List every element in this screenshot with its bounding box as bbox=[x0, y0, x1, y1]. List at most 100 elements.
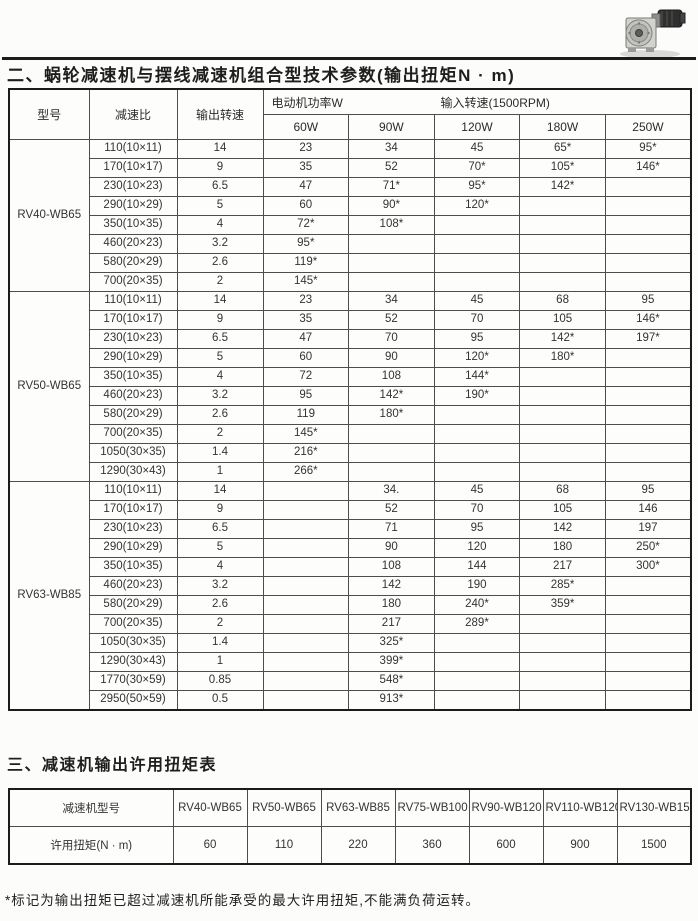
torque-value-cell: 180* bbox=[519, 348, 606, 368]
ratio-cell: 110(10×11) bbox=[88, 291, 178, 311]
ratio-cell: 290(10×29) bbox=[88, 196, 178, 216]
ratio-cell: 350(10×35) bbox=[88, 215, 178, 235]
torque-value-cell: 108 bbox=[348, 367, 435, 387]
power-column-header: 120W bbox=[433, 114, 521, 140]
table-row: 350(10×35) 4 72 108 144* bbox=[9, 367, 692, 387]
table-row: 350(10×35) 4 72* 108* bbox=[9, 215, 692, 235]
torque-value-cell: 72 bbox=[262, 367, 350, 387]
table-row: 230(10×23) 6.5 47 71* 95* 142* bbox=[9, 177, 692, 197]
torque-value-cell bbox=[262, 538, 350, 558]
table-row: RV40-WB65 110(10×11) 14 23 34 45 65* 95* bbox=[8, 139, 692, 292]
torque-value-cell bbox=[262, 633, 350, 653]
torque-value-cell: 52 bbox=[348, 310, 435, 330]
output-speed-cell: 2.6 bbox=[176, 253, 264, 273]
torque-value-cell bbox=[433, 272, 521, 292]
torque-value-cell bbox=[519, 234, 606, 254]
torque-model-header: 减速机型号 bbox=[8, 788, 174, 827]
torque-value-cell bbox=[519, 253, 606, 273]
output-speed-cell: 9 bbox=[176, 158, 264, 178]
torque-value-cell: 95 bbox=[433, 519, 521, 539]
ratio-cell: 460(20×23) bbox=[88, 386, 178, 406]
torque-value-cell bbox=[604, 652, 692, 672]
torque-model-cell: RV75-WB100 bbox=[394, 788, 470, 827]
table-row: 580(20×29) 2.6 180 240* 359* bbox=[9, 595, 692, 615]
col-header-power-group: 电动机功率W 输入转速(1500RPM) bbox=[262, 88, 692, 115]
torque-value-cell: 108 bbox=[348, 557, 435, 577]
torque-value-cell bbox=[262, 690, 350, 711]
torque-value-cell bbox=[604, 367, 692, 387]
output-speed-cell: 4 bbox=[176, 367, 264, 387]
torque-value-cell bbox=[433, 424, 521, 444]
torque-value-cell: 144* bbox=[433, 367, 521, 387]
table-row: 1290(30×43) 1 399* bbox=[9, 652, 692, 672]
torque-value-cell bbox=[519, 386, 606, 406]
torque-value-cell bbox=[348, 443, 435, 463]
torque-value-cell bbox=[519, 443, 606, 463]
torque-value-cell: 146 bbox=[604, 500, 692, 520]
output-speed-cell: 3.2 bbox=[176, 386, 264, 406]
torque-value-cell: 90* bbox=[348, 196, 435, 216]
torque-value-cell: 71* bbox=[348, 177, 435, 197]
section3-title: 三、减速机输出许用扭矩表 bbox=[7, 757, 218, 774]
ratio-cell: 460(20×23) bbox=[88, 234, 178, 254]
table-row: 460(20×23) 3.2 142 190 285* bbox=[9, 576, 692, 596]
torque-value-cell bbox=[519, 367, 606, 387]
torque-value-cell: 142* bbox=[519, 177, 606, 197]
torque-value-cell bbox=[519, 424, 606, 444]
torque-value-cell bbox=[433, 462, 521, 482]
torque-value-cell: 325* bbox=[348, 633, 435, 653]
torque-value-cell: 45 bbox=[433, 481, 521, 501]
torque-value-cell: 285* bbox=[519, 576, 606, 596]
torque-value-cell: 105 bbox=[519, 500, 606, 520]
torque-value-cell bbox=[604, 196, 692, 216]
table-row: 1050(30×35) 1.4 216* bbox=[9, 443, 692, 463]
torque-value-cell: 119 bbox=[262, 405, 350, 425]
torque-value-cell: 120 bbox=[433, 538, 521, 558]
torque-model-cell: RV50-WB65 bbox=[246, 788, 322, 827]
footnote: *标记为输出扭矩已超过减速机所能承受的最大许用扭矩,不能满负荷运转。 bbox=[5, 893, 481, 908]
torque-value-cell bbox=[519, 215, 606, 235]
torque-value-cell: 70* bbox=[433, 158, 521, 178]
torque-value-cell bbox=[348, 234, 435, 254]
torque-value-cell bbox=[519, 272, 606, 292]
output-speed-cell: 0.85 bbox=[176, 671, 264, 691]
output-speed-cell: 3.2 bbox=[176, 576, 264, 596]
output-speed-cell: 2.6 bbox=[176, 595, 264, 615]
table-row: 290(10×29) 5 60 90 120* 180* bbox=[9, 348, 692, 368]
ratio-cell: 700(20×35) bbox=[88, 272, 178, 292]
torque-value-cell: 95 bbox=[262, 386, 350, 406]
torque-value-cell bbox=[519, 405, 606, 425]
model-cell: RV63-WB85 bbox=[8, 481, 90, 711]
output-speed-cell: 0.5 bbox=[176, 690, 264, 711]
output-speed-cell: 9 bbox=[176, 310, 264, 330]
output-speed-cell: 1 bbox=[176, 462, 264, 482]
torque-model-cell: RV63-WB85 bbox=[320, 788, 396, 827]
torque-value-cell bbox=[604, 443, 692, 463]
torque-value-cell: 95 bbox=[604, 291, 692, 311]
output-speed-cell: 14 bbox=[176, 481, 264, 501]
torque-model-row: 减速机型号 RV40-WB65 RV50-WB65 RV63-WB85 RV75-WB… bbox=[8, 788, 692, 827]
torque-value-cell bbox=[262, 614, 350, 634]
torque-value-cell: 119* bbox=[262, 253, 350, 273]
output-speed-cell: 5 bbox=[176, 538, 264, 558]
torque-model-cell: RV110-WB120 bbox=[542, 788, 618, 827]
output-speed-cell: 6.5 bbox=[176, 177, 264, 197]
torque-value-cell: 95* bbox=[433, 177, 521, 197]
torque-value-cell: 95 bbox=[604, 481, 692, 501]
ratio-cell: 110(10×11) bbox=[88, 481, 178, 501]
output-speed-cell: 9 bbox=[176, 500, 264, 520]
table-row: 580(20×29) 2.6 119 180* bbox=[9, 405, 692, 425]
torque-value-cell: 142* bbox=[348, 386, 435, 406]
motor-power-label: 电动机功率W bbox=[271, 95, 343, 110]
torque-value-cell: 45 bbox=[433, 291, 521, 311]
ratio-cell: 170(10×17) bbox=[88, 500, 178, 520]
torque-value-cell: 217 bbox=[348, 614, 435, 634]
table-row: 170(10×17) 9 35 52 70 105 146* bbox=[9, 310, 692, 330]
torque-value-cell bbox=[519, 671, 606, 691]
torque-value-cell: 95 bbox=[433, 329, 521, 349]
torque-value-cell: 120* bbox=[433, 348, 521, 368]
torque-value-cell bbox=[433, 652, 521, 672]
torque-value-cell bbox=[519, 633, 606, 653]
allowable-torque-cell: 1500 bbox=[616, 826, 692, 865]
